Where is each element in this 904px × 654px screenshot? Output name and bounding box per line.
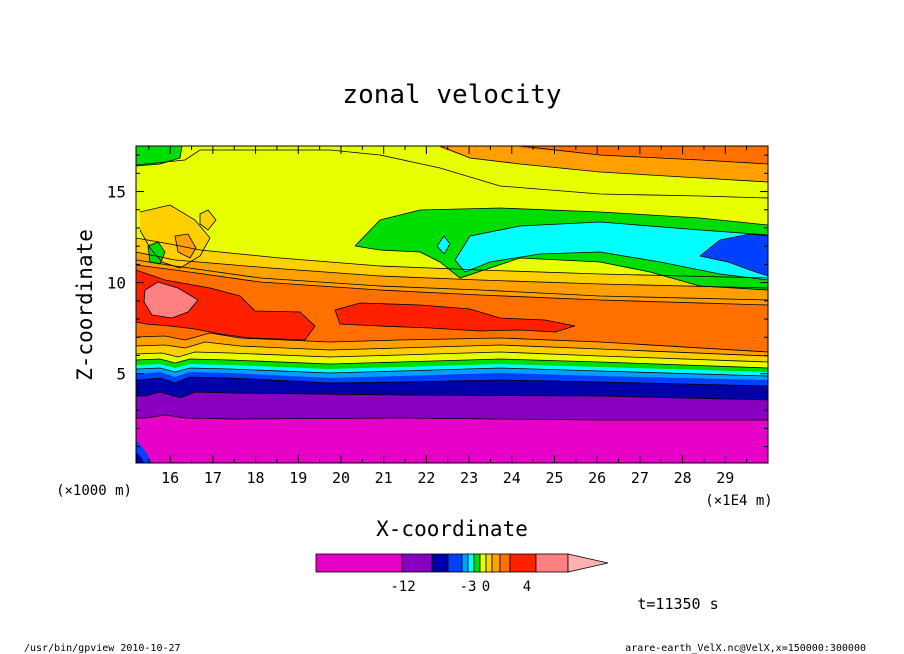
x-tick-label: 24 <box>503 469 521 487</box>
contour-band <box>136 452 144 463</box>
contour-band <box>136 270 315 340</box>
x-tick-label: 28 <box>674 469 692 487</box>
x-tick-label: 21 <box>375 469 393 487</box>
colorbar-segment <box>461 553 469 573</box>
colorbar-segment <box>431 553 449 573</box>
contour-lines <box>136 146 768 421</box>
colorbar-segment <box>509 553 537 573</box>
x-tick-label: 19 <box>289 469 307 487</box>
x-tick-label: 17 <box>204 469 222 487</box>
x-axis-label: X-coordinate <box>376 517 528 541</box>
colorbar-tick-label: 0 <box>482 579 490 595</box>
x-axis-ticks: 16 17 18 19 20 21 22 23 24 25 26 27 28 29 <box>148 146 748 487</box>
colorbar-segment <box>467 553 475 573</box>
colorbar-segment <box>479 553 487 573</box>
colorbar-tick-label: -3 <box>460 579 477 595</box>
colorbar-segment <box>473 553 481 573</box>
footer-right-text: arare-earth_VelX.nc@VelX,x=150000:300000 <box>625 643 866 654</box>
contour-band <box>700 234 768 276</box>
x-tick-label: 29 <box>716 469 734 487</box>
contour-band <box>455 222 768 280</box>
y-tick-label: 15 <box>107 183 126 202</box>
y-axis-unit: (×1000 m) <box>56 483 132 499</box>
plot-frame <box>135 145 769 464</box>
x-tick-label: 16 <box>161 469 179 487</box>
x-tick-label: 22 <box>417 469 435 487</box>
contour-band <box>148 242 165 264</box>
colorbar-segment <box>315 553 403 573</box>
x-tick-label: 20 <box>332 469 350 487</box>
x-axis-unit: (×1E4 m) <box>705 493 772 509</box>
footer-left-text: /usr/bin/gpview 2010-10-27 <box>24 643 181 654</box>
colorbar-tick-labels: -12 -3 0 4 <box>390 579 531 595</box>
colorbar <box>315 553 609 573</box>
colorbar-segment <box>535 553 569 573</box>
y-tick-label: 10 <box>107 274 126 293</box>
chart-title: zonal velocity <box>342 80 561 110</box>
colorbar-arrow <box>567 553 609 573</box>
colorbar-tick-label: -12 <box>390 579 415 595</box>
colorbar-segment <box>499 553 511 573</box>
x-tick-label: 26 <box>588 469 606 487</box>
y-tick-label: 5 <box>116 365 126 384</box>
contour-band <box>335 303 575 332</box>
time-annotation: t=11350 s <box>637 595 718 613</box>
y-axis-ticks: 5 10 15 <box>107 154 768 448</box>
contour-field <box>136 146 768 463</box>
x-tick-label: 25 <box>545 469 563 487</box>
contour-band <box>520 146 768 164</box>
contour-band <box>175 234 196 258</box>
x-tick-label: 23 <box>460 469 478 487</box>
colorbar-tick-label: 4 <box>523 579 531 595</box>
colorbar-segment <box>447 553 463 573</box>
colorbar-segment <box>401 553 433 573</box>
y-axis-label: Z-coordinate <box>73 229 97 381</box>
colorbar-segment <box>491 553 501 573</box>
x-tick-label: 18 <box>247 469 265 487</box>
contour-band <box>144 282 198 318</box>
x-tick-label: 27 <box>631 469 649 487</box>
colorbar-segment <box>485 553 493 573</box>
